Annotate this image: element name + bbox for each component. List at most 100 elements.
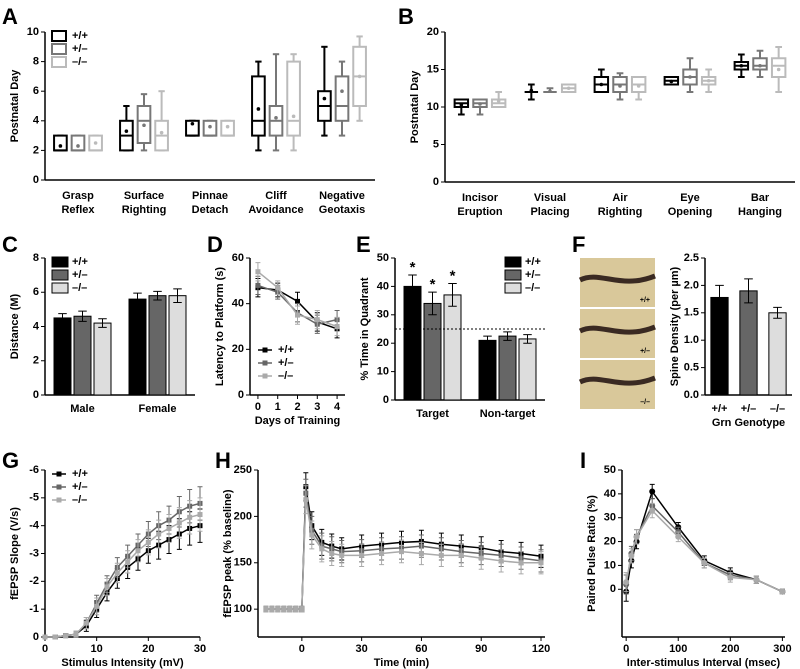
bar <box>518 338 537 401</box>
x-tick-label: Righting <box>122 204 167 216</box>
bar <box>768 312 787 396</box>
x-tick-label: +/– <box>741 403 757 415</box>
mean <box>291 114 296 119</box>
y-tick-label: 50 <box>604 464 616 476</box>
y-tick-label: 0 <box>610 583 616 595</box>
legend-swatch <box>56 497 62 503</box>
x-tick-label: Negative <box>319 190 365 202</box>
x-tick-label: 100 <box>669 643 687 655</box>
y-tick-label: 4 <box>33 115 40 127</box>
y-tick-label: 0 <box>33 174 39 186</box>
point <box>438 552 444 558</box>
legend-label: +/+ <box>72 468 88 480</box>
point <box>52 634 58 640</box>
panel-letter: G <box>2 448 19 473</box>
legend-label: –/– <box>278 370 293 382</box>
mean <box>76 144 80 148</box>
point <box>135 548 141 554</box>
y-tick-label: 2 <box>33 355 39 367</box>
y-tick-label: 1.5 <box>684 307 699 319</box>
panel-letter: H <box>215 448 231 473</box>
y-tick-label: 150 <box>234 557 252 569</box>
panel-letter: D <box>207 232 223 257</box>
series-line <box>45 513 201 638</box>
mean <box>322 96 327 101</box>
y-tick-label: -1 <box>29 603 39 615</box>
x-tick-label: 120 <box>532 643 550 655</box>
y-tick-label: 60 <box>232 252 244 264</box>
y-tick-label: 0 <box>433 176 439 188</box>
point <box>329 551 335 556</box>
legend-swatch <box>504 282 522 294</box>
x-tick-label: Target <box>416 408 449 420</box>
mean <box>357 74 362 79</box>
mean <box>706 78 711 83</box>
box <box>286 60 301 137</box>
y-tick-label: 2.5 <box>684 252 699 264</box>
x-tick-label: Bar <box>751 192 770 204</box>
x-tick-label: 30 <box>356 643 368 655</box>
point <box>104 584 110 590</box>
mean <box>225 124 230 129</box>
x-tick-label: 1 <box>275 401 281 413</box>
image-label: +/– <box>640 348 650 355</box>
mean <box>636 84 641 88</box>
legend-swatch <box>51 43 67 55</box>
mean <box>274 116 278 120</box>
dendrite <box>578 273 656 284</box>
panel-letter: I <box>580 448 586 473</box>
point <box>114 570 120 576</box>
mean <box>190 121 195 126</box>
point <box>156 531 162 537</box>
box <box>53 134 68 152</box>
point <box>727 574 734 581</box>
y-tick-label: 40 <box>377 280 389 292</box>
x-tick-label: 300 <box>773 643 791 655</box>
x-tick-label: Non-target <box>480 408 536 420</box>
error-bar <box>448 283 457 307</box>
point <box>176 520 182 526</box>
y-tick-label: -5 <box>29 492 39 504</box>
x-tick-label: –/– <box>770 403 785 415</box>
error-bar <box>98 318 107 328</box>
y-tick-label: 10 <box>604 559 616 571</box>
y-tick-label: 40 <box>232 298 244 310</box>
mean <box>529 88 534 93</box>
mean <box>58 144 63 148</box>
x-tick-label: 2 <box>294 401 300 413</box>
error-bar <box>773 306 782 319</box>
x-tick-label: Grasp <box>62 190 94 202</box>
legend-swatch <box>262 360 268 366</box>
x-axis-label: Days of Training <box>255 415 341 427</box>
legend-swatch <box>51 30 67 42</box>
point <box>701 560 708 567</box>
x-tick-label: Eye <box>680 192 700 204</box>
point <box>498 558 504 564</box>
x-tick-label: Eruption <box>457 206 502 218</box>
point <box>633 533 640 540</box>
x-tick-label: 20 <box>142 643 154 655</box>
mean <box>599 82 604 87</box>
legend-swatch <box>56 484 62 490</box>
point <box>314 317 320 323</box>
point <box>309 532 315 538</box>
y-axis-label: Latency to Platform (s) <box>214 267 226 387</box>
dendrite <box>578 324 656 335</box>
y-tick-label: 0 <box>33 389 39 401</box>
x-tick-label: Reflex <box>61 204 95 216</box>
legend-label: +/– <box>72 43 88 55</box>
bar <box>710 296 729 396</box>
error-bar <box>715 284 724 311</box>
mean <box>124 129 129 133</box>
legend-label: +/– <box>525 269 541 281</box>
mean <box>548 89 552 94</box>
y-tick-label: 4 <box>33 320 40 332</box>
legend-label: +/+ <box>72 256 88 268</box>
legend-swatch <box>51 282 69 294</box>
legend-label: +/+ <box>278 344 294 356</box>
point <box>753 576 760 583</box>
y-axis-label: fEPSP Slope (V/s) <box>9 507 21 600</box>
point <box>275 606 281 612</box>
panel-letter: B <box>398 4 414 29</box>
